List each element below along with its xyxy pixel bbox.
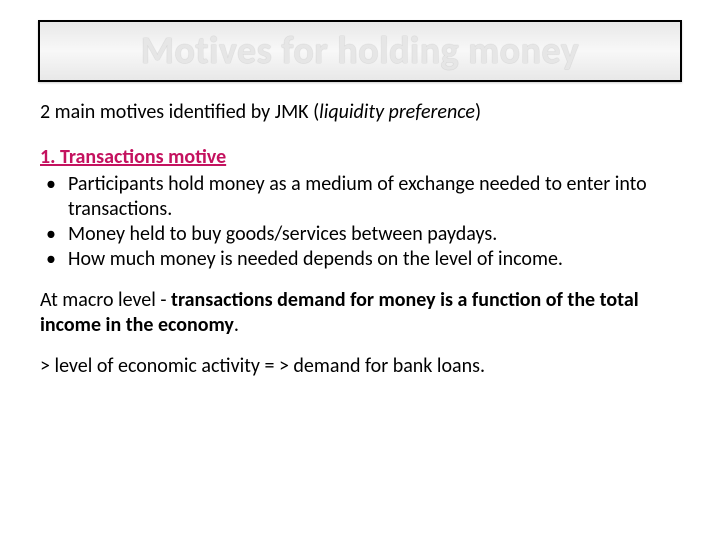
macro-pre: At macro level - <box>40 288 171 312</box>
title-container: Motives for holding money <box>38 20 682 82</box>
list-item: Participants hold money as a medium of e… <box>40 172 680 222</box>
intro-pre: 2 main motives identified by JMK ( <box>40 100 319 124</box>
list-item: How much money is needed depends on the … <box>40 247 680 272</box>
section-heading: 1. Transactions motive <box>40 145 680 170</box>
closing-line: > level of economic activity = > demand … <box>40 354 680 379</box>
list-item: Money held to buy goods/services between… <box>40 222 680 247</box>
page-title: Motives for holding money <box>40 28 680 74</box>
intro-line: 2 main motives identified by JMK (liquid… <box>40 100 680 125</box>
macro-post: . <box>234 313 239 337</box>
content-area: 2 main motives identified by JMK (liquid… <box>0 82 720 379</box>
intro-italic: liquidity preference <box>319 100 475 124</box>
bullet-list: Participants hold money as a medium of e… <box>40 172 680 272</box>
intro-post: ) <box>475 100 481 124</box>
macro-paragraph: At macro level - transactions demand for… <box>40 288 680 338</box>
